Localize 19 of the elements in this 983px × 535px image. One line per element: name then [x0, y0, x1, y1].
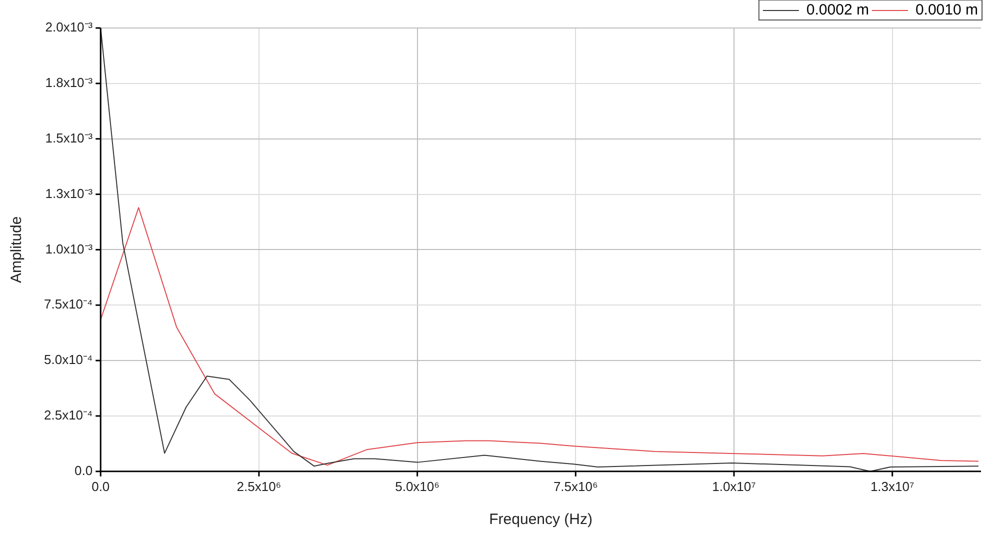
x-tick-label: 1.3x10⁷ — [870, 478, 914, 494]
y-tick-label: 1.0x10⁻³ — [45, 241, 94, 256]
y-tick-label: 1.5x10⁻³ — [45, 130, 94, 146]
y-tick-label: 2.5x10⁻⁴ — [44, 408, 93, 423]
x-tick-label: 0.0 — [92, 478, 110, 494]
y-tick-label: 1.8x10⁻³ — [45, 75, 94, 90]
y-tick-label: 2.0x10⁻³ — [45, 20, 94, 35]
x-tick-label: 7.5x10⁶ — [553, 478, 598, 494]
y-tick-label: 0.0 — [74, 462, 93, 478]
x-tick-label: 2.5x10⁶ — [236, 478, 282, 494]
y-axis-title: Amplitude — [8, 216, 26, 284]
y-tick-label: 5.0x10⁻⁴ — [44, 352, 93, 368]
legend-label: 0.0002 m — [806, 2, 869, 19]
legend-label: 0.0010 m — [915, 2, 978, 19]
x-tick-label: 5.0x10⁶ — [395, 478, 440, 494]
y-tick-label: 7.5x10⁻⁴ — [44, 296, 93, 312]
y-tick-label: 1.3x10⁻³ — [45, 186, 94, 201]
x-axis-title: Frequency (Hz) — [489, 511, 592, 528]
x-tick-label: 1.0x10⁷ — [712, 478, 756, 494]
